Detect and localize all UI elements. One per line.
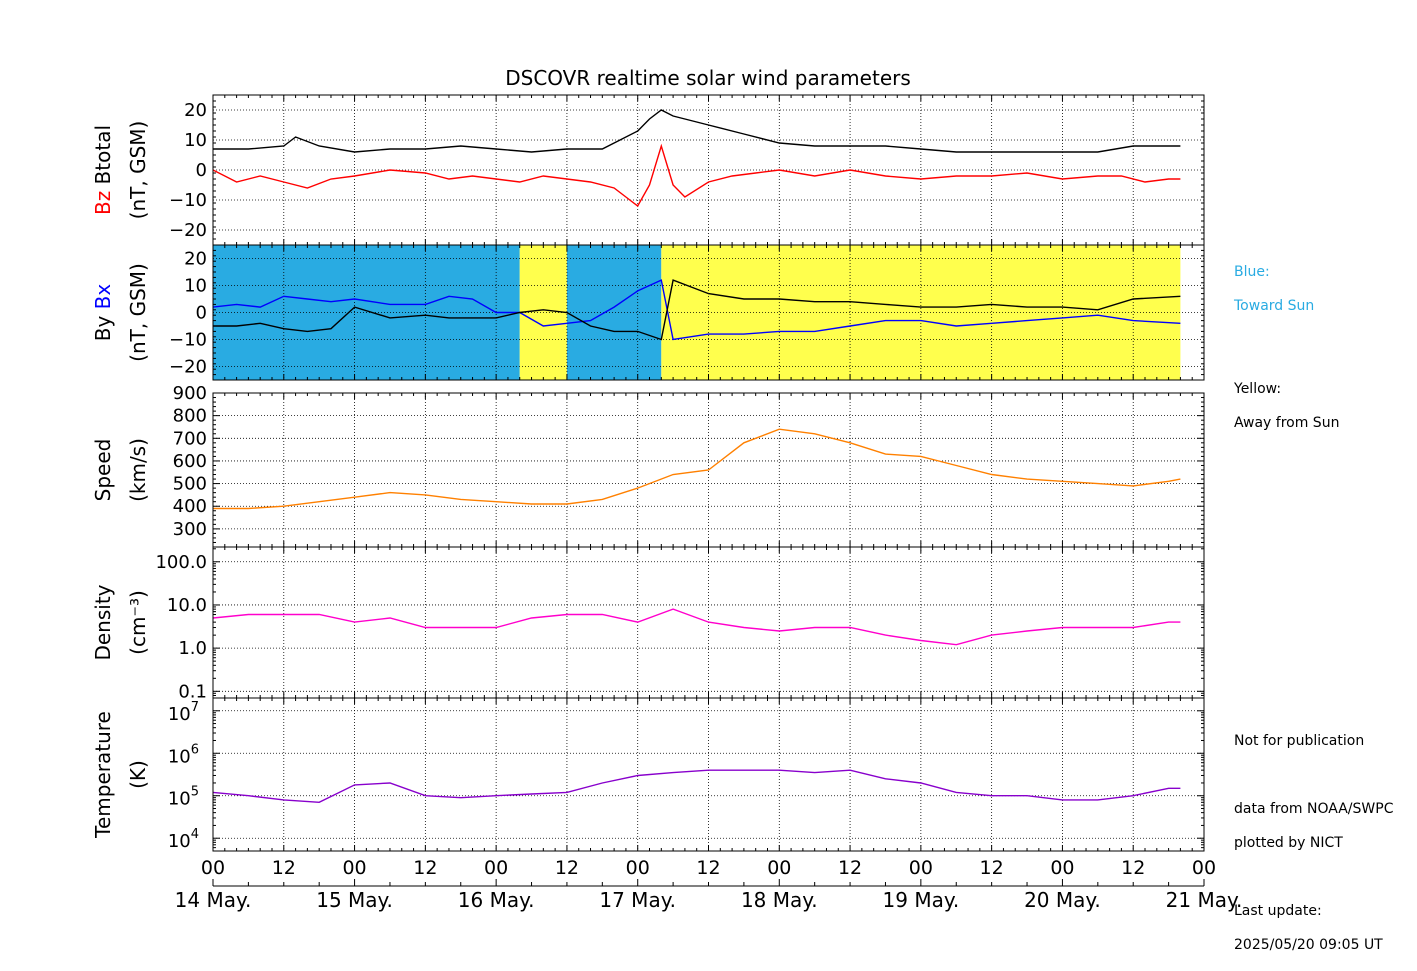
y-axis-label: Speed: [91, 439, 115, 502]
panel-1: −20 −10 0 10 20 Bz Btotal (nT, GSM): [91, 94, 1205, 246]
panel-4: 0.1 1.0 10.0 100.0 Density (cm⁻³): [91, 546, 1205, 702]
date-label: 14 May.: [175, 888, 252, 912]
blue-sector-label: Blue:: [1234, 264, 1270, 280]
plotted-by-note: plotted by NICT: [1234, 835, 1343, 851]
y-tick-exponent: 4: [191, 827, 199, 842]
x-tick-label: 00: [909, 857, 933, 879]
y-tick-label: −10: [169, 330, 207, 351]
x-tick-label: 00: [767, 857, 791, 879]
x-tick-label: 00: [626, 857, 650, 879]
y-tick-exponent: 7: [191, 700, 199, 715]
y-tick-label: 1.0: [178, 638, 207, 659]
panel-5: 104 105 106 107 Temperature (K): [91, 697, 1205, 852]
y-tick-exponent: 6: [191, 742, 199, 757]
y-tick-label: 10: [184, 130, 207, 151]
series-temperature-line: [213, 769, 1181, 804]
panel-frame: [212, 244, 1205, 381]
x-tick-label: 12: [413, 857, 437, 879]
x-tick-label: 12: [555, 857, 579, 879]
last-update-label: Last update:: [1234, 903, 1322, 919]
series-btotal-line: [213, 109, 1181, 153]
y-tick-exponent: 5: [191, 785, 199, 800]
sector-band-toward: [566, 245, 662, 380]
y-tick-label: 600: [173, 451, 207, 472]
series-speed-line: [213, 428, 1181, 510]
series-bx-line: [213, 279, 1181, 341]
y-axis-label: Temperature: [91, 711, 115, 839]
y-tick-label: 0: [196, 303, 207, 324]
publication-note: Not for publication: [1234, 733, 1365, 749]
y-axis-unit-label: (K): [126, 760, 150, 789]
x-tick-label: 12: [696, 857, 720, 879]
y-axis-label-part: Bx: [91, 284, 115, 310]
legend-notes: Blue: Toward Sun Yellow: Away from Sun: [1234, 247, 1339, 449]
y-tick-label: 300: [173, 519, 207, 540]
series-density-line: [213, 608, 1181, 646]
y-tick-label: 107: [168, 700, 199, 725]
panel-2: −20 −10 0 10 20 By Bx (nT, GSM): [91, 244, 1205, 381]
x-tick-label: 00: [1050, 857, 1074, 879]
y-tick-label: 20: [184, 100, 207, 121]
y-axis-unit-label: (nT, GSM): [126, 121, 150, 220]
y-axis-label: Density: [91, 584, 115, 660]
y-axis-unit-label: (km/s): [126, 438, 150, 502]
figure-title: DSCOVR realtime solar wind parameters: [505, 66, 911, 90]
y-tick-label: −20: [169, 220, 207, 241]
y-axis-label: By Bx: [91, 284, 115, 342]
y-axis-label-part: Bz: [91, 191, 115, 215]
y-tick-label: 100.0: [155, 552, 207, 573]
blue-sector-desc: Toward Sun: [1234, 298, 1315, 314]
date-label: 17 May.: [599, 888, 676, 912]
y-tick-label: 106: [168, 742, 199, 767]
y-tick-label: 700: [173, 428, 207, 449]
panels-group: −20 −10 0 10 20 Bz Btotal (nT, GSM) −20 −10 0 10 20…: [91, 94, 1205, 852]
yellow-sector-label: Yellow:: [1234, 381, 1282, 397]
date-label: 18 May.: [741, 888, 818, 912]
x-tick-label: 12: [980, 857, 1004, 879]
x-tick-label: 12: [1121, 857, 1145, 879]
x-tick-label: 00: [342, 857, 366, 879]
y-tick-label: 500: [173, 474, 207, 495]
y-tick-label: 400: [173, 496, 207, 517]
x-tick-label: 12: [272, 857, 296, 879]
series-bz-line: [213, 143, 1181, 208]
date-label: 20 May.: [1024, 888, 1101, 912]
time-axis: 00 12 00 12 00 12 00 12 00 12 00 12 00 12 00 14 May. 15 …: [175, 857, 1243, 912]
panel-frame: [212, 697, 1205, 852]
y-axis-label-part: Btotal: [91, 125, 115, 184]
y-tick-label: 0.1: [178, 681, 207, 702]
y-tick-label: 105: [168, 785, 199, 810]
y-tick-label: −20: [169, 357, 207, 378]
y-axis-label-part: By: [91, 316, 115, 342]
yellow-sector-desc: Away from Sun: [1234, 415, 1340, 431]
x-tick-label: 00: [1192, 857, 1216, 879]
y-tick-label: 104: [168, 827, 199, 852]
footer-notes: Not for publication data from NOAA/SWPC …: [1234, 716, 1393, 971]
y-tick-label: 800: [173, 406, 207, 427]
y-tick-label: 900: [173, 383, 207, 404]
y-axis-unit-label: (cm⁻³): [126, 590, 150, 655]
date-label: 15 May.: [316, 888, 393, 912]
x-tick-label: 00: [201, 857, 225, 879]
x-tick-label: 00: [484, 857, 508, 879]
data-source-note: data from NOAA/SWPC: [1234, 801, 1394, 817]
y-tick-label: 20: [184, 249, 207, 270]
last-update-value: 2025/05/20 09:05 UT: [1234, 937, 1383, 953]
series-by-line: [213, 279, 1181, 341]
y-tick-label: 0: [196, 160, 207, 181]
y-tick-label: 10.0: [167, 595, 207, 616]
y-axis-unit-label: (nT, GSM): [126, 263, 150, 362]
solar-wind-figure: DSCOVR realtime solar wind parameters −2…: [91, 66, 1243, 912]
y-tick-label: −10: [169, 190, 207, 211]
date-label: 21 May.: [1166, 888, 1243, 912]
y-tick-label: 10: [184, 276, 207, 297]
y-axis-label: Bz Btotal: [91, 125, 115, 215]
date-label: 19 May.: [883, 888, 960, 912]
date-label: 16 May.: [458, 888, 535, 912]
x-tick-label: 12: [838, 857, 862, 879]
